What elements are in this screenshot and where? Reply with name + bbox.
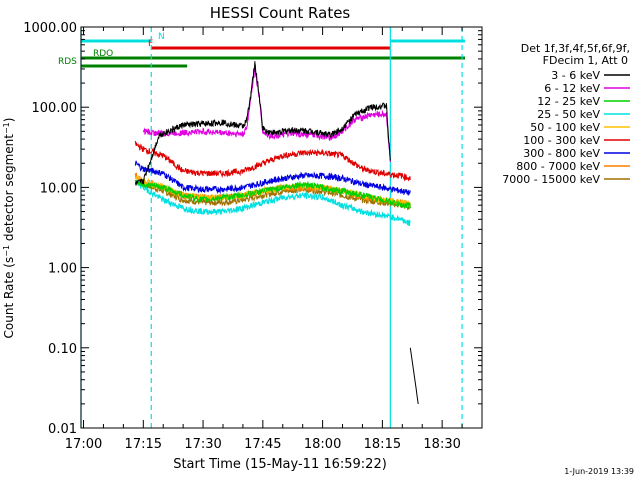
x-tick-label: 17:30 <box>184 437 221 452</box>
legend-entry-label: 25 - 50 keV <box>537 108 600 121</box>
legend-title-line: FDecim 1, Att 0 <box>543 54 628 67</box>
x-tick-label: 17:15 <box>125 437 162 452</box>
axes: 0.01 0.10 1.00 10.00 100.00 1000.00 17:00 17:15… <box>23 21 483 452</box>
y-tick-label: 0.10 <box>48 342 77 357</box>
legend-title-line: Det 1f,3f,4f,5f,6f,9f, <box>521 42 630 55</box>
y-tick-label: 1000.00 <box>23 21 77 36</box>
x-tick-label: 17:00 <box>65 437 102 452</box>
series-line <box>134 140 411 182</box>
flag-bars: NF RDO RDS <box>58 32 465 68</box>
date-stamp: 1-Jun-2019 13:39 <box>564 467 634 476</box>
y-tick-label: 10.00 <box>40 181 77 196</box>
legend-entry-label: 6 - 12 keV <box>544 82 600 95</box>
x-tick-label: 18:30 <box>423 437 460 452</box>
legend-entry-label: 800 - 7000 keV <box>516 160 600 173</box>
legend: Det 1f,3f,4f,5f,6f,9f,FDecim 1, Att 0 3 -… <box>502 42 630 186</box>
y-axis-title: Count Rate (s−1 detector segment−1) <box>2 118 17 339</box>
flag-label-n: N <box>158 32 165 42</box>
y-axis-title-text: Count Rate (s−1 detector segment−1) <box>2 118 17 339</box>
flag-label-rdo: RDO <box>93 49 113 59</box>
series-line <box>134 179 411 209</box>
legend-entry-label: 300 - 800 keV <box>523 147 600 160</box>
legend-entry-label: 50 - 100 keV <box>530 121 600 134</box>
flag-label-rds: RDS <box>58 57 77 67</box>
series-group <box>134 61 419 404</box>
chart-title: HESSI Count Rates <box>210 4 351 22</box>
series-line <box>142 66 391 163</box>
x-axis-title: Start Time (15-May-11 16:59:22) <box>173 457 387 472</box>
y-tick-label: 100.00 <box>32 101 78 116</box>
legend-entry-label: 3 - 6 keV <box>551 69 600 82</box>
series-line <box>134 160 411 196</box>
y-tick-label: 0.01 <box>48 422 77 437</box>
plot-frame <box>80 26 483 429</box>
flag-label-f: F <box>148 39 153 49</box>
legend-entry-label: 7000 - 15000 keV <box>502 173 600 186</box>
y-tick-label: 1.00 <box>48 262 77 277</box>
x-tick-label: 18:15 <box>364 437 401 452</box>
x-tick-label: 18:00 <box>304 437 341 452</box>
legend-entry-label: 12 - 25 keV <box>537 95 600 108</box>
series-line <box>134 179 411 227</box>
series-line <box>134 61 419 404</box>
x-tick-label: 17:45 <box>244 437 281 452</box>
legend-entry-label: 100 - 300 keV <box>523 134 600 147</box>
